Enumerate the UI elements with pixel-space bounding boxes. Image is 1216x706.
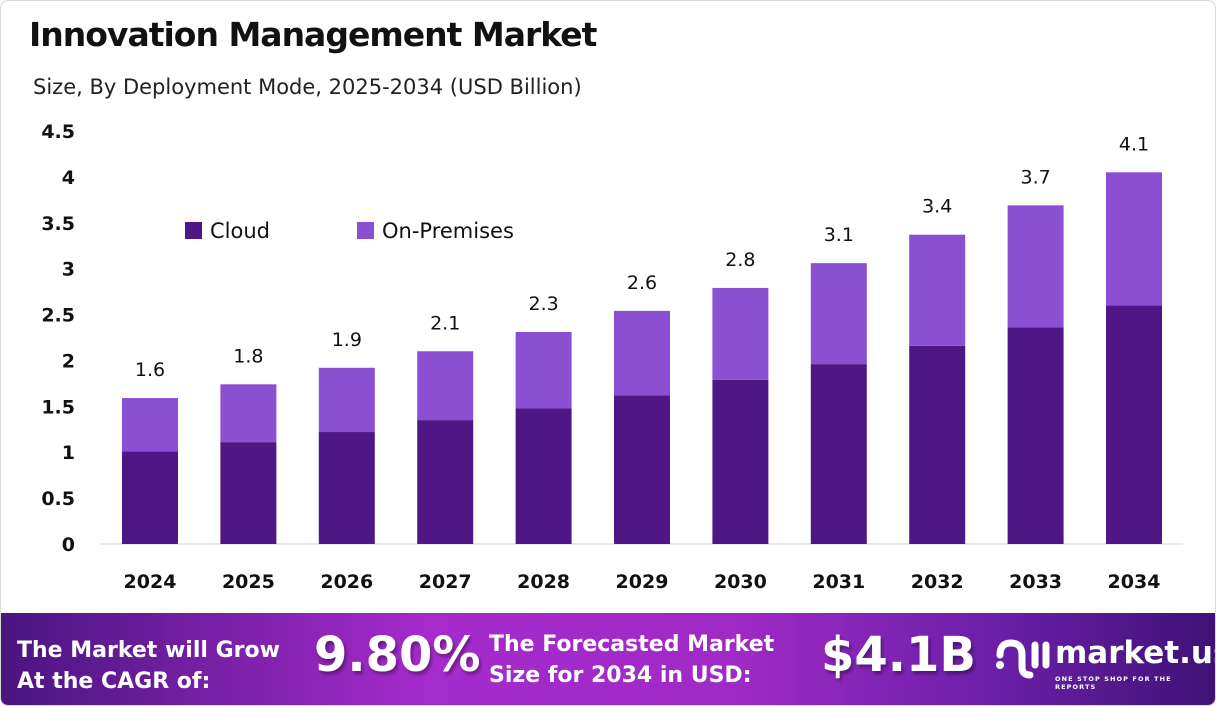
x-tick-label: 2027 bbox=[419, 571, 472, 593]
bar-on-premises-2034 bbox=[1106, 172, 1162, 306]
x-tick-label: 2033 bbox=[1009, 571, 1062, 593]
logo-mark-icon bbox=[996, 639, 1050, 679]
bar-cloud-2025 bbox=[220, 442, 277, 544]
bar-cloud-2031 bbox=[810, 364, 867, 544]
bar-cloud-2034 bbox=[1106, 305, 1162, 544]
total-data-label: 4.1 bbox=[1119, 133, 1149, 155]
total-data-label: 1.6 bbox=[135, 359, 165, 381]
logo-name: market.us bbox=[1055, 635, 1216, 671]
bar-on-premises-2032 bbox=[909, 234, 966, 346]
y-tick-label: 2.5 bbox=[41, 305, 75, 327]
total-data-label: 2.8 bbox=[725, 249, 755, 271]
y-tick-label: 1.5 bbox=[41, 396, 75, 418]
x-tick-label: 2025 bbox=[222, 571, 275, 593]
forecast-text: The Forecasted Market Size for 2034 in U… bbox=[489, 632, 775, 688]
forecast-value: $4.1B bbox=[821, 627, 977, 683]
y-tick-label: 0 bbox=[62, 534, 75, 556]
total-data-label: 3.1 bbox=[824, 224, 854, 246]
bar-on-premises-2026 bbox=[318, 367, 375, 433]
x-tick-label: 2029 bbox=[616, 571, 669, 593]
x-tick-label: 2034 bbox=[1108, 571, 1161, 593]
x-tick-label: 2032 bbox=[911, 571, 964, 593]
bar-on-premises-2028 bbox=[515, 331, 572, 409]
legend-swatch-0 bbox=[185, 222, 202, 239]
y-tick-label: 2 bbox=[62, 350, 75, 372]
y-tick-label: 3.5 bbox=[41, 213, 75, 235]
bar-on-premises-2033 bbox=[1007, 205, 1064, 328]
total-data-label: 3.4 bbox=[922, 196, 952, 218]
total-data-label: 3.7 bbox=[1020, 166, 1050, 188]
bar-cloud-2032 bbox=[909, 345, 966, 544]
bar-cloud-2027 bbox=[417, 420, 474, 544]
x-tick-label: 2031 bbox=[812, 571, 865, 593]
market-us-logo: market.us ONE STOP SHOP FOR THE REPORTS bbox=[993, 635, 1216, 691]
legend-swatch-1 bbox=[357, 222, 374, 239]
chart-title: Innovation Management Market bbox=[29, 15, 597, 54]
bar-on-premises-2030 bbox=[712, 287, 769, 380]
x-tick-label: 2024 bbox=[124, 571, 177, 593]
y-tick-label: 3 bbox=[62, 259, 75, 281]
bar-cloud-2030 bbox=[712, 379, 769, 544]
footer-banner: The Market will Grow At the CAGR of: 9.8… bbox=[1, 613, 1216, 705]
bar-on-premises-2029 bbox=[614, 310, 670, 396]
x-tick-label: 2026 bbox=[320, 571, 373, 593]
y-tick-label: 0.5 bbox=[41, 488, 75, 510]
cagr-text: The Market will Grow At the CAGR of: bbox=[17, 638, 280, 694]
bar-on-premises-2027 bbox=[417, 351, 474, 421]
y-tick-label: 4 bbox=[62, 167, 75, 189]
total-data-label: 2.3 bbox=[528, 293, 558, 315]
logo-tagline: ONE STOP SHOP FOR THE REPORTS bbox=[1055, 675, 1172, 691]
chart-subtitle: Size, By Deployment Mode, 2025-2034 (USD… bbox=[33, 75, 582, 99]
total-data-label: 1.8 bbox=[233, 345, 263, 367]
bar-on-premises-2024 bbox=[122, 398, 178, 452]
total-data-label: 1.9 bbox=[332, 329, 362, 351]
bar-cloud-2026 bbox=[318, 432, 375, 544]
total-data-label: 2.6 bbox=[627, 272, 657, 294]
cagr-value: 9.80% bbox=[314, 627, 481, 683]
y-tick-label: 1 bbox=[62, 442, 75, 464]
x-tick-label: 2028 bbox=[517, 571, 570, 593]
bar-cloud-2029 bbox=[614, 395, 670, 544]
total-data-label: 2.1 bbox=[430, 312, 460, 334]
bar-chart: 0 0.5 1 1.5 2 2.5 3 3.5 4 4.5 1.6 2024 1.8 2025 1.9 202… bbox=[41, 121, 1183, 593]
bar-on-premises-2025 bbox=[220, 384, 277, 443]
bar-on-premises-2031 bbox=[810, 263, 867, 365]
bar-cloud-2033 bbox=[1007, 327, 1064, 544]
x-tick-label: 2030 bbox=[714, 571, 767, 593]
bar-cloud-2028 bbox=[515, 408, 572, 544]
legend-label: Cloud bbox=[210, 219, 270, 243]
legend-label: On-Premises bbox=[382, 219, 514, 243]
bar-cloud-2024 bbox=[122, 451, 178, 544]
y-tick-label: 4.5 bbox=[41, 121, 75, 143]
